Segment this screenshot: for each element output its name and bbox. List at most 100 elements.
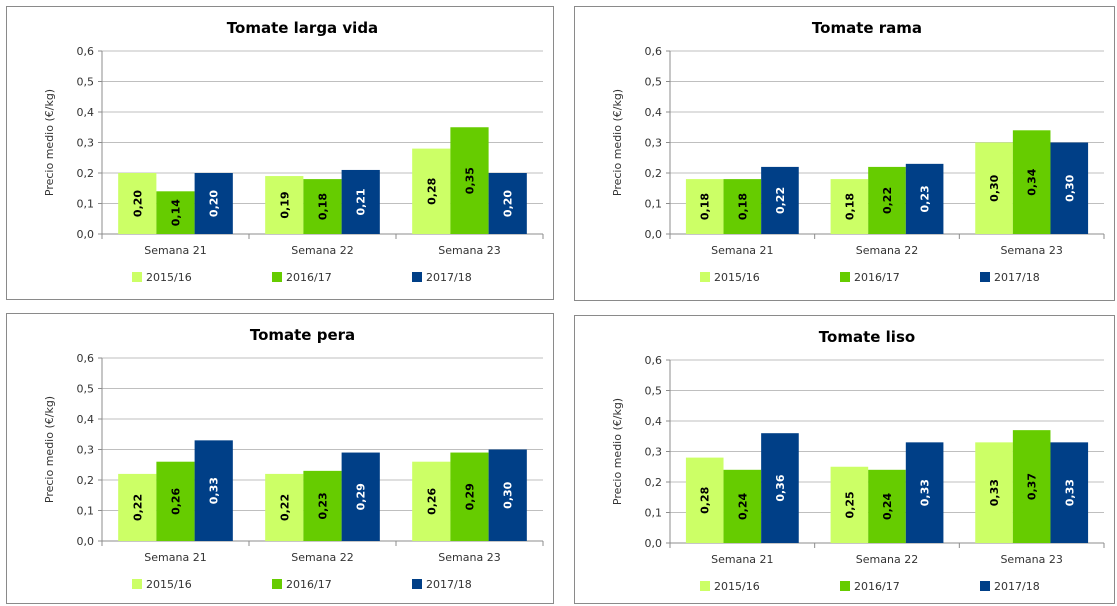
y-tick-label: 0,6 (645, 45, 663, 58)
bar (156, 191, 195, 234)
legend-swatch (412, 272, 422, 282)
bar (194, 173, 233, 234)
y-tick-label: 0,0 (77, 535, 95, 548)
data-label: 0,29 (355, 483, 368, 510)
y-tick-label: 0,6 (77, 45, 95, 58)
data-label: 0,20 (208, 190, 221, 217)
data-label: 0,24 (881, 492, 894, 519)
data-label: 0,14 (170, 199, 183, 226)
data-label: 0,26 (170, 487, 183, 514)
y-tick-label: 0,3 (645, 137, 663, 150)
legend-swatch (412, 579, 422, 589)
chart-panel-rama: Tomate rama 0,0 0,1 0,2 0,3 0,4 0,5 0,6 Precio m… (574, 6, 1115, 301)
legend-label: 2017/18 (994, 271, 1040, 284)
y-axis-label: Precio medio (€/kg) (611, 398, 624, 505)
y-tick-label: 0,1 (77, 198, 95, 211)
data-label: 0,35 (464, 167, 477, 194)
chart-liso: Tomate liso 0,0 0,1 0,2 0,3 0,4 0,5 0,6 Precio m… (611, 328, 1105, 593)
y-tick-label: 0,6 (77, 352, 95, 365)
bar (303, 179, 342, 234)
y-tick-label: 0,3 (645, 446, 663, 459)
bar (341, 169, 380, 234)
chart-pera: Tomate pera 0,0 0,1 0,2 0,3 0,4 0,5 0,6 Precio m… (43, 326, 544, 591)
data-label: 0,18 (317, 193, 330, 220)
y-axis-label: Precio medio (€/kg) (611, 89, 624, 196)
chart-title: Tomate rama (812, 19, 922, 37)
y-tick-label: 0,4 (645, 415, 663, 428)
y-tick-label: 0,0 (645, 537, 663, 550)
bar (303, 470, 342, 541)
legend-swatch (840, 272, 850, 282)
data-label: 0,18 (736, 193, 749, 220)
chart-panel-larga-vida: Tomate larga vida 0,0 0,1 0,2 0,3 0,4 0,5 0,6 Pr… (6, 6, 554, 300)
bar (1012, 130, 1051, 234)
x-tick-label: Semana 21 (144, 551, 206, 564)
bar (1050, 142, 1089, 234)
data-label: 0,28 (425, 178, 438, 205)
bar (412, 461, 451, 541)
bar (1050, 442, 1089, 543)
x-tick-label: Semana 23 (1000, 244, 1062, 257)
bar (685, 457, 724, 543)
y-tick-label: 0,2 (645, 167, 663, 180)
bar (868, 469, 906, 543)
data-label: 0,21 (355, 188, 368, 215)
y-tick-label: 0,3 (77, 444, 95, 457)
data-label: 0,22 (131, 494, 144, 521)
data-label: 0,33 (988, 479, 1001, 506)
bar (412, 148, 451, 234)
bar (488, 173, 527, 234)
bar (265, 473, 304, 541)
chart-larga-vida: Tomate larga vida 0,0 0,1 0,2 0,3 0,4 0,5 0,6 Pr… (43, 19, 544, 284)
chart-title: Tomate liso (819, 328, 915, 346)
x-tick-label: Semana 23 (1000, 553, 1062, 566)
legend-swatch (980, 272, 990, 282)
legend-label: 2015/16 (714, 271, 760, 284)
legend-swatch (700, 581, 710, 591)
data-label: 0,36 (774, 474, 787, 501)
x-tick-label: Semana 22 (291, 551, 353, 564)
legend-swatch (272, 579, 282, 589)
data-label: 0,23 (919, 185, 932, 212)
data-label: 0,20 (131, 190, 144, 217)
bar (118, 473, 157, 541)
data-label: 0,34 (1026, 168, 1039, 195)
legend-swatch (272, 272, 282, 282)
chart-title: Tomate larga vida (227, 19, 378, 37)
bar (1012, 430, 1051, 543)
bar (118, 173, 157, 234)
y-tick-label: 0,1 (77, 505, 95, 518)
x-tick-label: Semana 22 (291, 244, 353, 257)
y-tick-label: 0,5 (77, 383, 95, 396)
data-label: 0,22 (881, 187, 894, 214)
data-label: 0,24 (736, 492, 749, 519)
bar (905, 163, 944, 234)
bar (194, 440, 233, 541)
x-tick-label: Semana 22 (856, 244, 918, 257)
legend-label: 2015/16 (146, 271, 192, 284)
chart-rama: Tomate rama 0,0 0,1 0,2 0,3 0,4 0,5 0,6 Precio m… (611, 19, 1105, 284)
x-tick-label: Semana 21 (144, 244, 206, 257)
legend-label: 2015/16 (146, 578, 192, 591)
chart-title: Tomate pera (250, 326, 355, 344)
y-tick-label: 0,0 (645, 228, 663, 241)
bar (341, 452, 380, 541)
y-tick-label: 0,2 (77, 474, 95, 487)
y-tick-label: 0,5 (645, 385, 663, 398)
bar (830, 179, 869, 234)
y-tick-label: 0,5 (77, 76, 95, 89)
data-label: 0,30 (1063, 174, 1076, 201)
x-tick-label: Semana 22 (856, 553, 918, 566)
bar (488, 449, 527, 541)
legend-swatch (980, 581, 990, 591)
data-label: 0,37 (1026, 473, 1039, 500)
legend-label: 2017/18 (994, 580, 1040, 593)
data-label: 0,28 (699, 487, 712, 514)
data-label: 0,22 (774, 187, 787, 214)
y-tick-label: 0,6 (645, 354, 663, 367)
data-label: 0,25 (843, 491, 856, 518)
data-label: 0,19 (278, 191, 291, 218)
bar (156, 461, 195, 541)
y-tick-label: 0,2 (77, 167, 95, 180)
data-label: 0,33 (919, 479, 932, 506)
